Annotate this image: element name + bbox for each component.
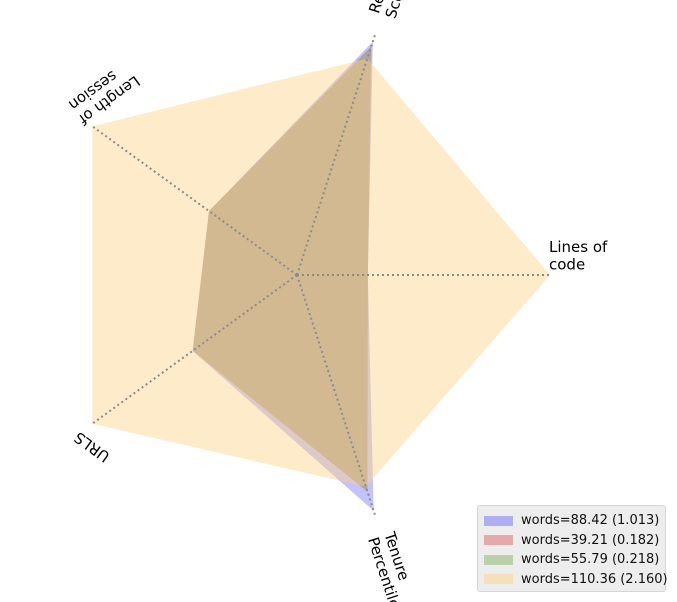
legend-swatch xyxy=(484,535,513,546)
legend-label: words=39.21 (0.182) xyxy=(521,532,660,548)
legend-item: words=110.36 (2.160) xyxy=(484,570,668,590)
series-area-0 xyxy=(192,41,374,511)
axis-label-0: Lines of code xyxy=(549,238,608,273)
legend-item: words=39.21 (0.182) xyxy=(484,531,665,551)
axis-labels: Lines ofcodeReadabilityScoreLength ofses… xyxy=(65,0,608,602)
axis-label-1: ReadabilityScore xyxy=(365,0,424,21)
legend-item: words=55.79 (0.218) xyxy=(484,550,665,570)
legend-label: words=110.36 (2.160) xyxy=(521,571,668,587)
series-polygons xyxy=(92,41,551,511)
legend-swatch xyxy=(484,574,513,585)
axis-label-4: TenurePercentile xyxy=(364,529,421,602)
legend-swatch xyxy=(484,554,513,565)
axis-spoke-1 xyxy=(296,34,377,276)
legend-item: words=88.42 (1.013) xyxy=(484,511,665,531)
series-area-3 xyxy=(92,58,551,487)
legend-label: words=55.79 (0.218) xyxy=(521,552,660,568)
axis-spokes xyxy=(91,34,550,516)
series-area-2 xyxy=(192,46,372,492)
legend-label: words=88.42 (1.013) xyxy=(521,513,660,529)
legend-swatch xyxy=(484,515,513,526)
legend: words=88.42 (1.013) words=39.21 (0.182) wo… xyxy=(477,505,668,592)
series-area-1 xyxy=(192,46,372,492)
axis-spoke-2 xyxy=(91,125,298,276)
axis-spoke-4 xyxy=(296,274,377,516)
axis-spoke-3 xyxy=(91,274,298,425)
axis-label-3: URLS xyxy=(71,428,113,466)
